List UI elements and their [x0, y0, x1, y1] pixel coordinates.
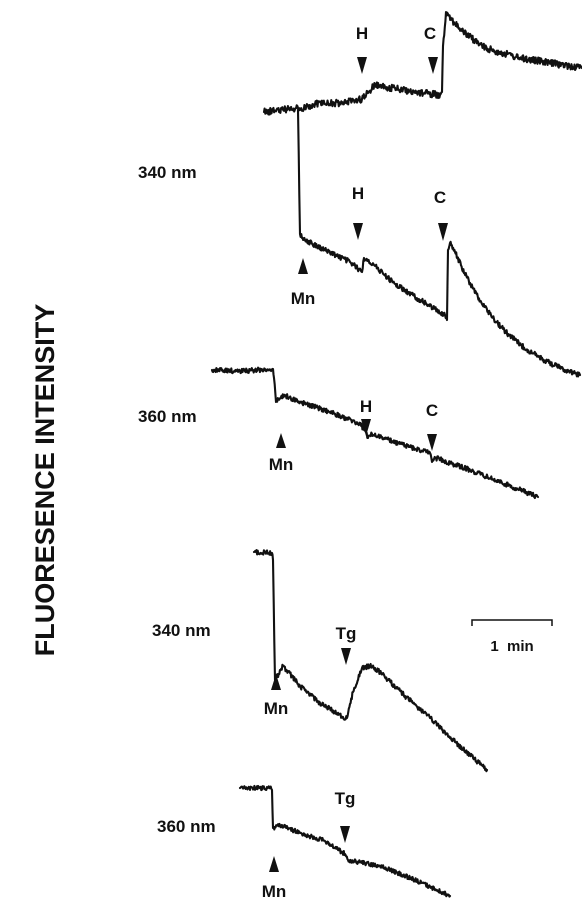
arrowhead-down-icon [427, 434, 437, 451]
trace-340nm-upper-with-h-c [262, 10, 582, 116]
arrowhead-up-icon [269, 856, 279, 872]
arrowhead-down-icon [353, 223, 363, 240]
y-axis-label: FLUORESENCE INTENSITY [30, 304, 60, 657]
arrowhead-up-icon [271, 674, 281, 690]
trace-360nm-upper [210, 366, 540, 500]
arrowhead-up-icon [276, 433, 286, 448]
arrowhead-down-icon [428, 57, 438, 74]
arrowhead-down-icon [357, 57, 367, 74]
marker-label-tg: Tg [336, 624, 357, 643]
marker-label-tg: Tg [335, 789, 356, 808]
time-scale-bar [471, 619, 553, 626]
arrowhead-down-icon [361, 419, 371, 436]
marker-label-h: H [352, 184, 364, 203]
trace-340nm-upper-with-mn [296, 108, 582, 378]
marker-label-mn: Mn [262, 882, 287, 901]
trace-360nm-lower [238, 784, 452, 898]
wavelength-label-360nm-lower: 360 nm [157, 817, 216, 836]
time-scale-bar-label: 1 min [490, 638, 533, 655]
wavelength-label-340nm-lower: 340 nm [152, 621, 211, 640]
marker-label-mn: Mn [264, 699, 289, 718]
marker-label-c: C [434, 188, 446, 207]
arrowhead-down-icon [438, 223, 448, 241]
wavelength-label-360nm-upper: 360 nm [138, 407, 197, 426]
marker-label-h: H [356, 24, 368, 43]
arrowhead-down-icon [340, 826, 350, 843]
wavelength-label-340nm-upper: 340 nm [138, 163, 197, 182]
arrowhead-down-icon [341, 648, 351, 665]
marker-label-c: C [426, 401, 438, 420]
marker-label-h: H [360, 397, 372, 416]
marker-label-mn: Mn [291, 289, 316, 308]
trace-340nm-lower [252, 549, 489, 773]
marker-label-c: C [424, 24, 436, 43]
arrowhead-up-icon [298, 258, 308, 274]
marker-label-mn: Mn [269, 455, 294, 474]
